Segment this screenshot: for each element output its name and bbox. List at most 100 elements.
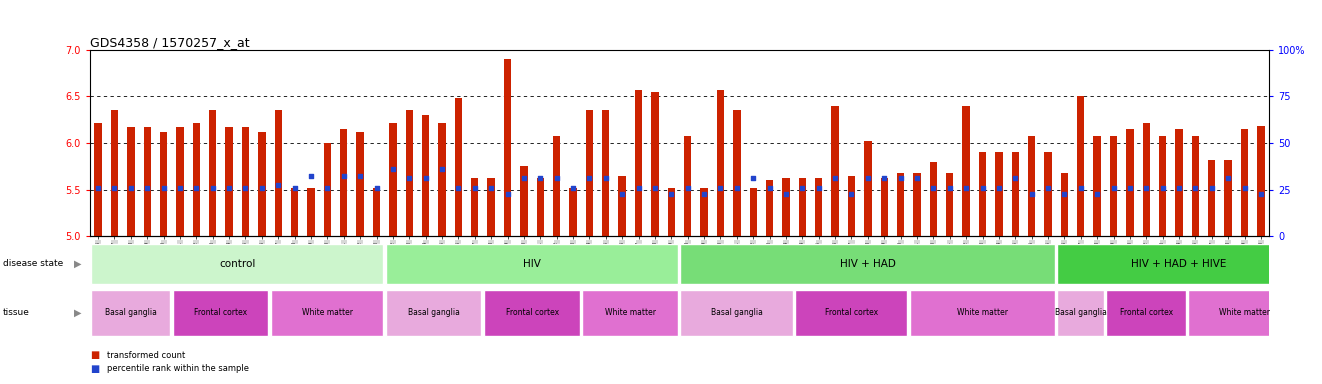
Bar [357,132,364,236]
Bar [1159,136,1166,236]
Bar [570,188,576,236]
Bar [1208,160,1215,236]
Bar [1188,290,1301,336]
Bar [865,141,871,236]
Bar [586,111,594,236]
Point [382,166,403,172]
Point [1185,185,1206,191]
Point [333,172,354,179]
Bar [1224,160,1232,236]
Bar [91,244,383,284]
Point [431,166,452,172]
Text: ▶: ▶ [74,308,82,318]
Bar [173,290,268,336]
Point [267,182,288,188]
Text: Frontal cortex: Frontal cortex [505,308,559,318]
Bar [847,175,855,236]
Point [874,175,895,182]
Point [1136,185,1157,191]
Point [399,175,420,182]
Bar [389,122,397,236]
Text: GDS4358 / 1570257_x_at: GDS4358 / 1570257_x_at [90,36,250,49]
Point [644,185,665,191]
Bar [717,90,724,236]
Bar [880,179,888,236]
Bar [947,173,953,236]
Bar [1241,129,1248,236]
Point [923,185,944,191]
Bar [602,111,609,236]
Bar [795,290,907,336]
Bar [995,152,1002,236]
Point [251,185,272,191]
Point [300,172,321,179]
Bar [816,179,822,236]
Point [235,185,256,191]
Text: percentile rank within the sample: percentile rank within the sample [107,364,249,373]
Bar [701,188,707,236]
Bar [455,98,463,236]
Text: ■: ■ [90,350,99,360]
Point [1251,191,1272,197]
Point [1218,175,1239,182]
Bar [1175,129,1183,236]
Bar [1077,96,1084,236]
Bar [386,290,481,336]
Point [1103,185,1124,191]
Point [677,185,698,191]
Point [825,175,846,182]
Bar [160,132,168,236]
Point [1087,191,1108,197]
Point [595,175,616,182]
Text: control: control [219,259,255,269]
Point [202,185,223,191]
Point [808,185,829,191]
Bar [307,188,315,236]
Bar [471,179,479,236]
Bar [127,127,135,236]
Bar [681,290,792,336]
Bar [910,290,1055,336]
Text: HIV + HAD + HIVE: HIV + HAD + HIVE [1132,259,1227,269]
Point [317,185,338,191]
Point [153,185,175,191]
Bar [1126,129,1133,236]
Point [169,185,190,191]
Point [530,175,551,182]
Text: Basal ganglia: Basal ganglia [711,308,763,318]
Bar [1142,122,1150,236]
Point [743,175,764,182]
Point [1021,191,1042,197]
Point [87,185,108,191]
Point [759,185,780,191]
Text: Basal ganglia: Basal ganglia [104,308,157,318]
Point [857,175,878,182]
Point [366,185,387,191]
Text: ▶: ▶ [74,259,82,269]
Bar [111,111,118,236]
Bar [1029,136,1035,236]
Point [464,185,485,191]
Bar [668,188,676,236]
Bar [978,152,986,236]
Point [448,185,469,191]
Bar [734,111,740,236]
Bar [406,111,412,236]
Point [612,191,633,197]
Text: Frontal cortex: Frontal cortex [1120,308,1173,318]
Bar [226,127,233,236]
Point [1054,191,1075,197]
Bar [488,179,494,236]
Bar [258,132,266,236]
Bar [291,188,299,236]
Bar [765,180,773,236]
Bar [484,290,579,336]
Point [562,185,583,191]
Point [710,185,731,191]
Point [956,185,977,191]
Point [1233,185,1255,191]
Point [939,185,960,191]
Point [481,185,502,191]
Point [497,191,518,197]
Text: White matter: White matter [301,308,353,318]
